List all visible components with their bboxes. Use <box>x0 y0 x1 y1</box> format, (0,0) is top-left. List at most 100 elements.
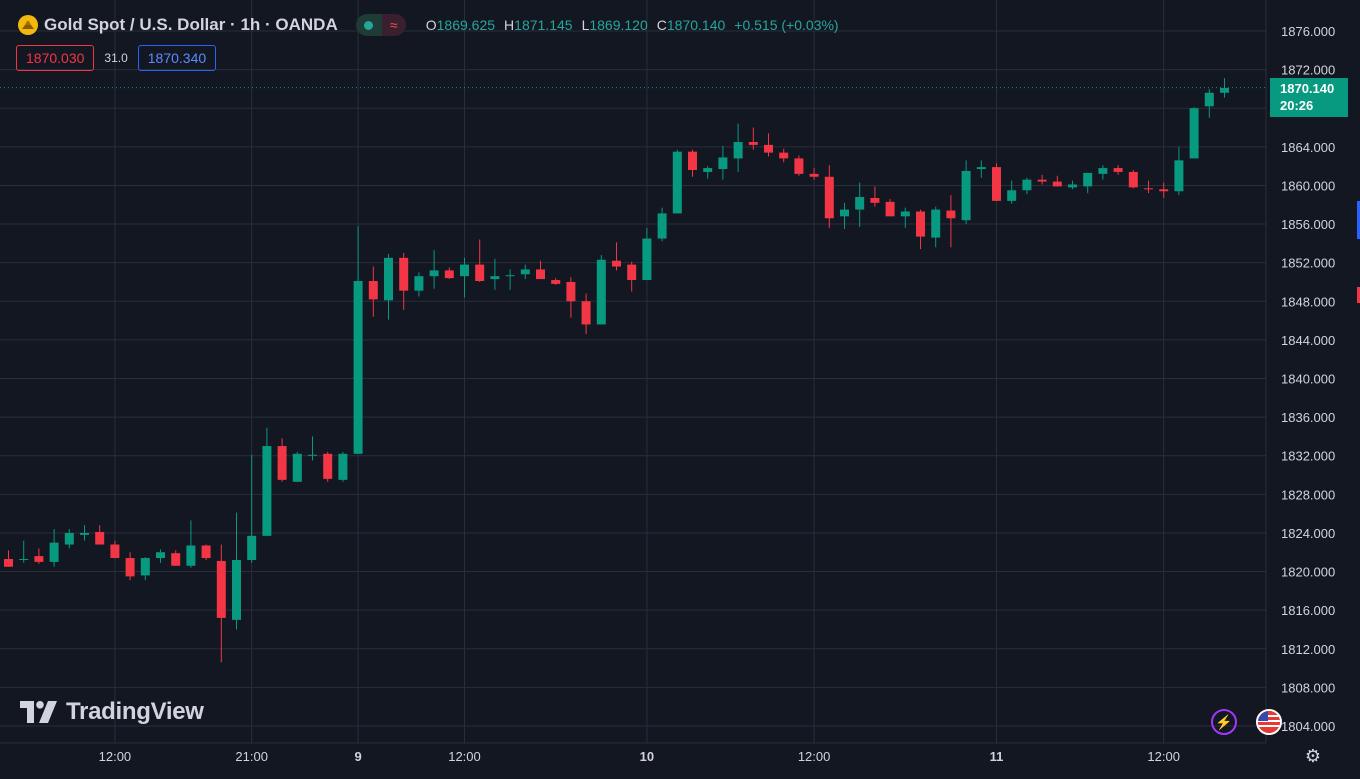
candle-body <box>1174 160 1184 192</box>
candle-body <box>794 158 804 174</box>
candle <box>931 206 941 248</box>
last-price-tag: 1870.140 20:26 <box>1270 78 1348 117</box>
candle <box>262 427 272 536</box>
candle <box>794 155 804 176</box>
candle-body <box>1220 87 1229 93</box>
price-axis[interactable]: 1876.0001872.0001868.0001864.0001860.000… <box>1281 24 1335 734</box>
candles <box>4 78 1229 663</box>
candle-body <box>429 270 439 277</box>
candle-body <box>855 197 865 210</box>
sell-button[interactable]: 1870.030 <box>16 45 95 71</box>
candle <box>414 272 424 297</box>
candle <box>1068 180 1077 190</box>
wave-icon[interactable]: ≈ <box>381 14 406 36</box>
candle-body <box>536 269 545 280</box>
candle-body <box>976 167 986 170</box>
candle <box>308 436 317 461</box>
gold-symbol-icon[interactable] <box>18 15 38 35</box>
candle-body <box>718 157 728 170</box>
lightning-icon[interactable]: ⚡ <box>1211 709 1237 735</box>
tradingview-logo-text: TradingView <box>66 698 204 725</box>
candle <box>946 195 956 248</box>
candle <box>657 207 667 242</box>
candle <box>1098 165 1108 180</box>
market-status-pill[interactable]: ≈ <box>355 14 406 36</box>
buy-button[interactable]: 1870.340 <box>137 45 217 71</box>
candle <box>125 552 135 581</box>
candle-body <box>140 558 150 576</box>
candle-body <box>156 552 165 559</box>
candle-body <box>627 264 637 281</box>
candle-body <box>490 276 500 280</box>
candle-body <box>870 197 880 203</box>
bar-countdown: 20:26 <box>1280 98 1314 113</box>
candle <box>475 239 485 282</box>
ohlc-change: +0.515 (+0.03%) <box>734 17 839 33</box>
candle <box>809 168 819 180</box>
candle <box>916 209 925 250</box>
price-tick-label: 1840.000 <box>1281 372 1335 387</box>
settings-gear-icon[interactable]: ⚙ <box>1304 745 1322 766</box>
candle <box>703 166 713 179</box>
candle <box>19 540 29 563</box>
price-tick-label: 1812.000 <box>1281 642 1335 657</box>
candle-body <box>186 545 196 566</box>
candle-body <box>566 281 576 302</box>
candle-body <box>1159 189 1169 192</box>
candle-body <box>1128 171 1138 188</box>
candle-body <box>4 559 13 567</box>
candle-body <box>308 454 317 456</box>
candle-body <box>824 176 834 219</box>
candle <box>186 520 196 568</box>
candle-body <box>900 211 910 217</box>
candle-body <box>1052 181 1062 187</box>
candle-body <box>1098 168 1108 174</box>
candle <box>4 550 13 567</box>
candle <box>34 548 44 564</box>
price-tick-label: 1844.000 <box>1281 333 1335 348</box>
candle <box>824 165 834 228</box>
time-tick-label: 21:00 <box>235 749 268 764</box>
price-tick-label: 1836.000 <box>1281 410 1335 425</box>
candle <box>672 149 682 214</box>
candle-body <box>262 446 272 536</box>
candle <box>156 549 165 563</box>
price-tick-label: 1852.000 <box>1281 256 1335 271</box>
candle <box>1083 172 1093 194</box>
candle-body <box>368 281 378 300</box>
price-tick-label: 1828.000 <box>1281 487 1335 502</box>
price-tick-label: 1860.000 <box>1281 178 1335 193</box>
price-tick-label: 1856.000 <box>1281 217 1335 232</box>
time-axis[interactable]: 12:00 21:00 9 12:00 10 12:00 11 12:00 <box>99 749 1180 764</box>
candle-body <box>642 238 652 281</box>
candle-body <box>1144 188 1153 190</box>
candle-body <box>748 142 758 145</box>
tradingview-logo[interactable]: TradingView <box>20 698 204 726</box>
price-tick-label: 1824.000 <box>1281 526 1335 541</box>
candle-body <box>688 151 697 170</box>
candle-body <box>916 211 925 237</box>
candle-body <box>1083 172 1093 187</box>
symbol-title[interactable]: Gold Spot / U.S. Dollar · 1h · OANDA <box>44 15 338 34</box>
candle-body <box>520 269 530 275</box>
candle <box>1189 107 1199 159</box>
candle <box>216 544 226 663</box>
candle-body <box>95 531 105 545</box>
candle <box>171 550 181 566</box>
candle <box>232 512 241 630</box>
ohlc-low: L1869.120 <box>581 17 648 33</box>
last-price-value: 1870.140 <box>1280 81 1335 96</box>
us-flag-icon[interactable] <box>1256 709 1282 735</box>
candle <box>1022 177 1032 195</box>
quote-panel: 1870.030 31.0 1870.340 <box>16 45 217 71</box>
ohlc-open: O1869.625 <box>425 17 496 33</box>
market-open-indicator[interactable] <box>355 14 382 36</box>
time-tick-label: 11 <box>990 749 1004 764</box>
candle-body <box>1068 184 1077 188</box>
candle <box>64 529 74 549</box>
right-edge-marker-blue <box>1357 201 1360 239</box>
candle-body <box>946 210 956 219</box>
candle-body <box>1037 179 1047 182</box>
candle-body <box>505 275 515 277</box>
